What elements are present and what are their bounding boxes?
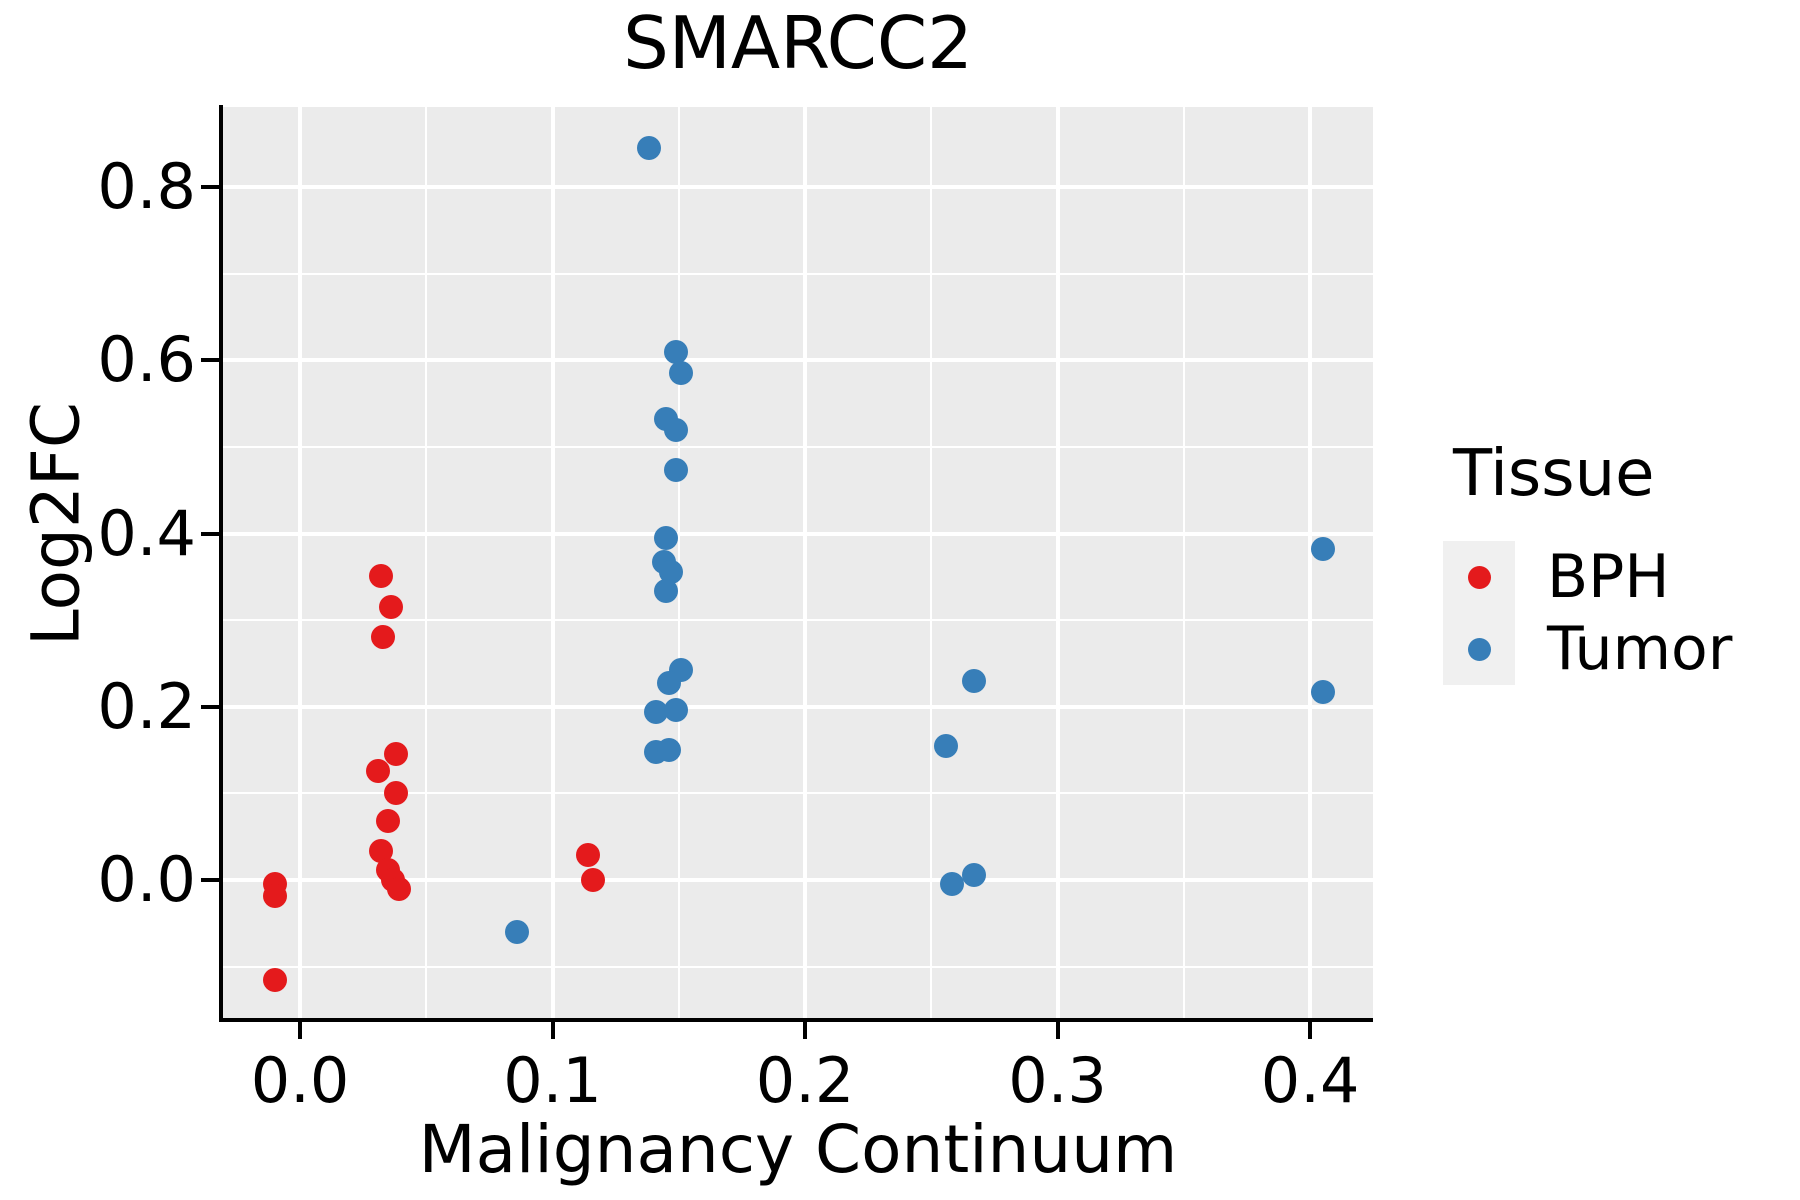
- x-major-gridline: [1055, 107, 1060, 1018]
- y-tick-mark: [201, 704, 219, 709]
- data-point-bph: [580, 867, 605, 892]
- x-minor-gridline: [1182, 107, 1185, 1018]
- data-point-bph: [262, 967, 287, 992]
- y-major-gridline: [223, 185, 1373, 190]
- data-point-tumor: [669, 361, 694, 386]
- data-point-bph: [371, 625, 396, 650]
- legend-key-bph: [1443, 541, 1515, 613]
- data-point-tumor: [664, 458, 689, 483]
- legend-label-tumor: Tumor: [1547, 614, 1733, 684]
- x-major-gridline: [550, 107, 555, 1018]
- y-axis-line: [219, 105, 223, 1022]
- y-tick-mark: [201, 358, 219, 363]
- data-point-bph: [378, 595, 403, 620]
- legend-title: Tissue: [1453, 437, 1655, 511]
- y-minor-gridline: [223, 445, 1373, 448]
- data-point-tumor: [664, 698, 689, 723]
- data-point-tumor: [505, 919, 530, 944]
- data-point-bph: [383, 780, 408, 805]
- x-minor-gridline: [425, 107, 428, 1018]
- data-point-tumor: [1310, 537, 1335, 562]
- data-point-tumor: [656, 738, 681, 763]
- x-major-gridline: [803, 107, 808, 1018]
- data-point-tumor: [962, 862, 987, 887]
- legend: Tissue BPH Tumor: [1443, 438, 1732, 685]
- y-minor-gridline: [223, 965, 1373, 968]
- plot-panel: [223, 107, 1373, 1018]
- data-point-tumor: [962, 668, 987, 693]
- x-tick-label: 0.4: [1260, 1044, 1360, 1117]
- x-tick-mark: [1308, 1022, 1313, 1039]
- y-tick-label: 0.8: [97, 150, 196, 224]
- legend-label-bph: BPH: [1547, 542, 1670, 612]
- data-point-bph: [262, 883, 287, 908]
- y-major-gridline: [223, 877, 1373, 882]
- y-major-gridline: [223, 358, 1373, 363]
- y-minor-gridline: [223, 272, 1373, 275]
- y-tick-mark: [201, 877, 219, 882]
- legend-item-tumor: Tumor: [1443, 613, 1732, 685]
- x-tick-mark: [1055, 1022, 1060, 1039]
- data-point-tumor: [664, 339, 689, 364]
- x-axis-line: [219, 1018, 1373, 1022]
- data-point-bph: [368, 564, 393, 588]
- x-tick-label: 0.2: [755, 1044, 855, 1117]
- x-tick-label: 0.0: [250, 1044, 350, 1117]
- data-point-bph: [386, 877, 411, 902]
- tumor-dot-icon: [1467, 637, 1491, 661]
- y-minor-gridline: [223, 792, 1373, 795]
- x-tick-label: 0.1: [503, 1044, 602, 1117]
- x-axis-title: Malignancy Continuum: [418, 1111, 1178, 1188]
- bph-dot-icon: [1467, 565, 1491, 589]
- x-tick-mark: [298, 1022, 303, 1039]
- data-point-tumor: [644, 699, 669, 724]
- y-minor-gridline: [223, 619, 1373, 622]
- x-tick-mark: [550, 1022, 555, 1039]
- x-tick-label: 0.3: [1008, 1044, 1107, 1117]
- data-point-tumor: [939, 872, 964, 897]
- x-major-gridline: [298, 107, 303, 1018]
- data-point-tumor: [656, 670, 681, 695]
- data-point-tumor: [636, 136, 661, 161]
- x-tick-mark: [803, 1022, 808, 1039]
- y-tick-mark: [201, 185, 219, 190]
- y-tick-mark: [201, 531, 219, 536]
- data-point-tumor: [664, 417, 689, 442]
- data-point-bph: [376, 809, 401, 834]
- legend-items: BPH Tumor: [1443, 541, 1732, 685]
- legend-key-tumor: [1443, 613, 1515, 685]
- data-point-bph: [366, 758, 391, 783]
- data-point-bph: [575, 842, 600, 867]
- data-point-tumor: [934, 733, 959, 758]
- data-point-tumor: [654, 525, 679, 550]
- y-tick-label: 0.6: [97, 323, 196, 397]
- y-major-gridline: [223, 704, 1373, 709]
- y-tick-label: 0.4: [97, 496, 196, 570]
- y-tick-label: 0.0: [97, 842, 196, 916]
- y-major-gridline: [223, 531, 1373, 536]
- legend-item-bph: BPH: [1443, 541, 1732, 613]
- y-tick-label: 0.2: [97, 669, 196, 743]
- data-point-bph: [383, 742, 408, 767]
- data-point-tumor: [654, 578, 679, 603]
- y-axis-title: Log2FC: [17, 402, 95, 646]
- plot-title: SMARCC2: [623, 1, 973, 85]
- x-minor-gridline: [930, 107, 933, 1018]
- data-point-tumor: [1310, 680, 1335, 705]
- x-major-gridline: [1308, 107, 1313, 1018]
